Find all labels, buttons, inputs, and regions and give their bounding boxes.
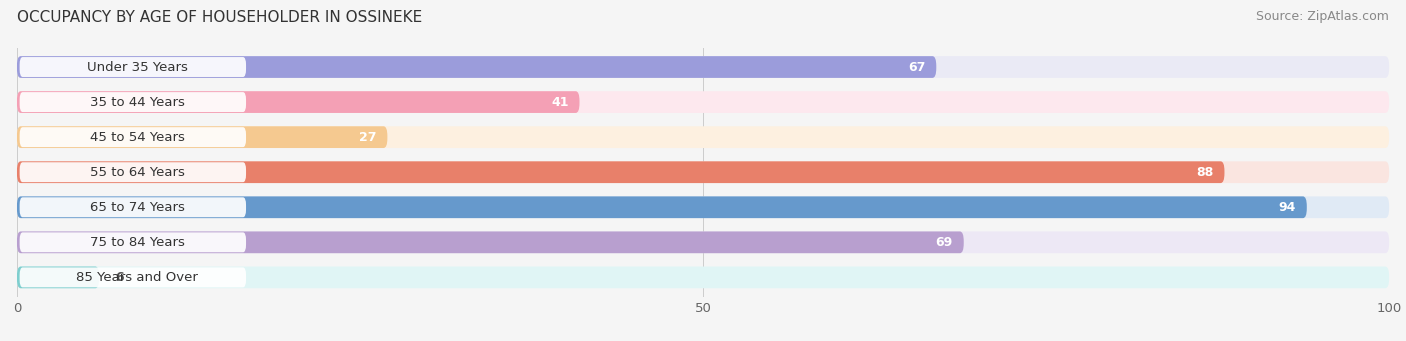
FancyBboxPatch shape bbox=[17, 196, 1389, 218]
FancyBboxPatch shape bbox=[17, 161, 1389, 183]
FancyBboxPatch shape bbox=[17, 161, 1225, 183]
Text: 55 to 64 Years: 55 to 64 Years bbox=[90, 166, 184, 179]
FancyBboxPatch shape bbox=[20, 232, 246, 252]
Text: 35 to 44 Years: 35 to 44 Years bbox=[90, 95, 184, 108]
Text: 75 to 84 Years: 75 to 84 Years bbox=[90, 236, 184, 249]
Text: 85 Years and Over: 85 Years and Over bbox=[76, 271, 198, 284]
Text: OCCUPANCY BY AGE OF HOUSEHOLDER IN OSSINEKE: OCCUPANCY BY AGE OF HOUSEHOLDER IN OSSIN… bbox=[17, 10, 422, 25]
FancyBboxPatch shape bbox=[20, 127, 246, 147]
FancyBboxPatch shape bbox=[20, 267, 246, 287]
Text: Under 35 Years: Under 35 Years bbox=[87, 60, 187, 74]
Text: 67: 67 bbox=[908, 60, 925, 74]
FancyBboxPatch shape bbox=[17, 232, 1389, 253]
Text: 45 to 54 Years: 45 to 54 Years bbox=[90, 131, 184, 144]
FancyBboxPatch shape bbox=[20, 92, 246, 112]
FancyBboxPatch shape bbox=[20, 57, 246, 77]
FancyBboxPatch shape bbox=[17, 126, 1389, 148]
FancyBboxPatch shape bbox=[17, 232, 963, 253]
Text: 69: 69 bbox=[935, 236, 953, 249]
FancyBboxPatch shape bbox=[17, 267, 100, 288]
FancyBboxPatch shape bbox=[20, 197, 246, 217]
Text: 41: 41 bbox=[551, 95, 568, 108]
Text: 27: 27 bbox=[359, 131, 377, 144]
Text: 94: 94 bbox=[1278, 201, 1296, 214]
FancyBboxPatch shape bbox=[20, 162, 246, 182]
FancyBboxPatch shape bbox=[17, 56, 936, 78]
FancyBboxPatch shape bbox=[17, 267, 1389, 288]
Text: 65 to 74 Years: 65 to 74 Years bbox=[90, 201, 184, 214]
Text: 6: 6 bbox=[115, 271, 124, 284]
FancyBboxPatch shape bbox=[17, 196, 1306, 218]
FancyBboxPatch shape bbox=[17, 91, 1389, 113]
FancyBboxPatch shape bbox=[17, 56, 1389, 78]
FancyBboxPatch shape bbox=[17, 126, 388, 148]
FancyBboxPatch shape bbox=[17, 91, 579, 113]
Text: Source: ZipAtlas.com: Source: ZipAtlas.com bbox=[1256, 10, 1389, 23]
Text: 88: 88 bbox=[1197, 166, 1213, 179]
